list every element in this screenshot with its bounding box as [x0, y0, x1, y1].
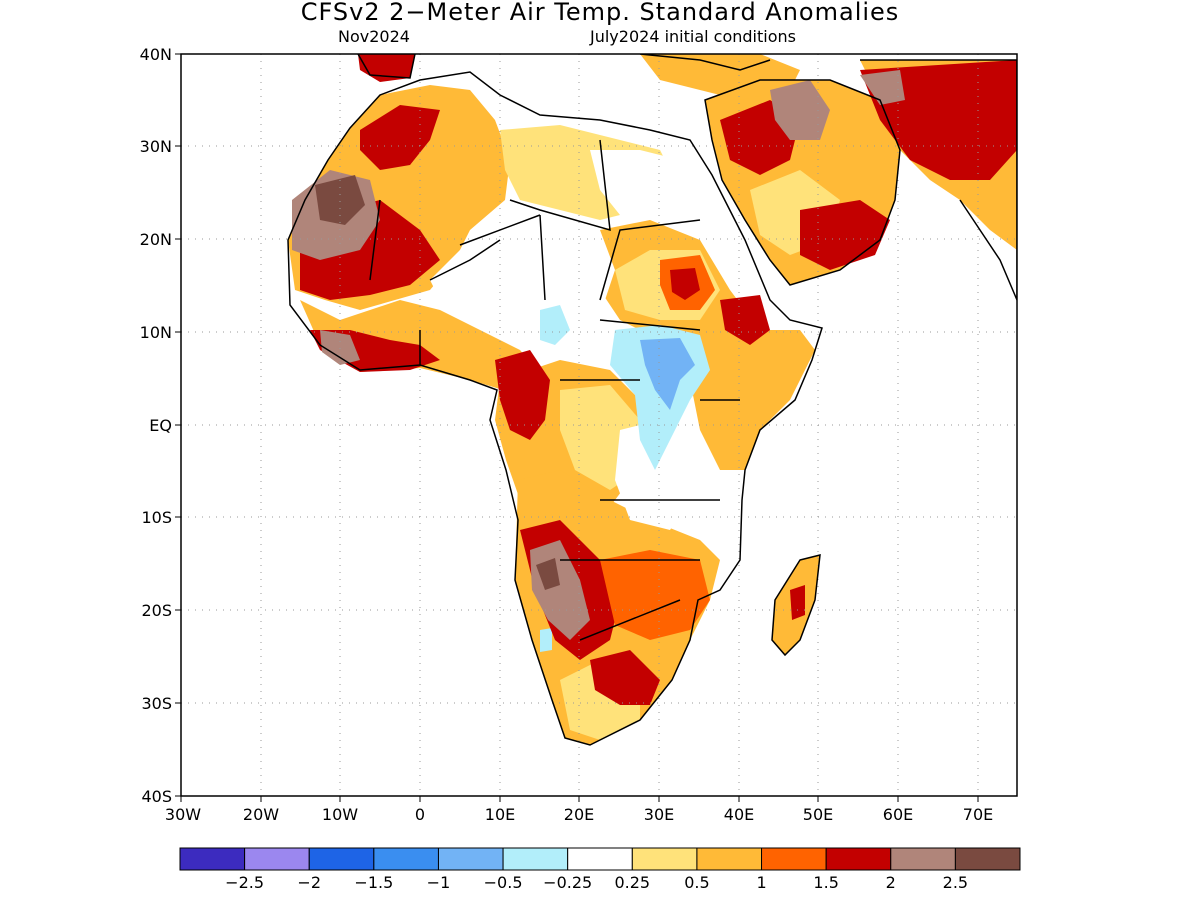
x-tick-label: 10W: [322, 805, 358, 824]
y-tick-label: 30N: [140, 137, 172, 156]
x-tick-label: 70E: [963, 805, 993, 824]
y-tick-label: 10N: [140, 323, 172, 342]
colorbar-swatch: [890, 847, 956, 871]
colorbar-swatch: [437, 847, 504, 871]
colorbar-label: 0.5: [684, 873, 709, 892]
hot-madagascar: [790, 585, 805, 620]
neutral-sahara: [430, 210, 615, 330]
x-tick-label: 20E: [564, 805, 594, 824]
colorbar-label: 1.5: [813, 873, 838, 892]
neutral-eastafrica: [615, 420, 690, 530]
x-tick-label: 30W: [165, 805, 201, 824]
neutral-egypt: [590, 150, 690, 215]
coastlines: [287, 54, 1017, 746]
y-tick-label: EQ: [149, 416, 172, 435]
colorbar-swatch: [696, 847, 763, 871]
colorbar-swatch: [825, 847, 892, 871]
colorbar-swatch: [567, 847, 633, 871]
cool-chad: [540, 305, 570, 345]
colorbar-label: −2.5: [225, 873, 264, 892]
colorbar-label: −0.25: [543, 873, 592, 892]
y-tick-label: 40N: [140, 45, 172, 64]
colorbar: −2.5 −2 −1.5 −1 −0.5 −0.25 0.25 0.5 1 1.5 2 2.5: [179, 847, 1021, 892]
extreme-iran-core: [860, 70, 905, 105]
x-tick-label: 20W: [243, 805, 279, 824]
hot-southafrica: [590, 650, 660, 705]
cool-namibia: [540, 628, 552, 652]
x-tick-label: 30E: [644, 805, 674, 824]
extreme-namibia-core: [536, 558, 560, 590]
forecast-month: Nov2024: [338, 27, 410, 46]
extreme-iraq: [770, 80, 830, 140]
y-tick-label: 20N: [140, 230, 172, 249]
colorbar-swatch: [179, 847, 246, 871]
extreme-mauritania-core: [315, 175, 365, 225]
x-tick-label: 0: [415, 805, 425, 824]
hot-arabia-south: [800, 200, 890, 270]
colorbar-label: −1: [427, 873, 451, 892]
extreme-westafrica-coast: [320, 330, 360, 365]
chart-title: CFSv2 2−Meter Air Temp. Standard Anomali…: [300, 0, 900, 26]
colorbar-label: 1: [756, 873, 766, 892]
y-tick-label: 20S: [141, 601, 172, 620]
hot-morocco-algeria: [360, 105, 440, 170]
colorbar-swatch: [373, 847, 439, 871]
x-tick-label: 10E: [485, 805, 515, 824]
colorbar-swatch: [308, 847, 375, 871]
hot-zambia: [600, 550, 710, 640]
x-tick-label: 60E: [883, 805, 913, 824]
anomaly-field: [288, 54, 1017, 745]
hot-chad-core: [670, 268, 700, 300]
colorbar-label: 2.5: [943, 873, 968, 892]
colorbar-label: 0.25: [614, 873, 650, 892]
colorbar-label: 2: [886, 873, 896, 892]
colorbar-label: −1.5: [354, 873, 393, 892]
initial-conditions-label: July2024 initial conditions: [590, 27, 796, 46]
cool-sudan-core: [640, 338, 695, 410]
x-tick-label: 40E: [724, 805, 754, 824]
x-axis-labels: 30W 20W 10W 0 10E 20E 30E 40E 50E 60E 70…: [165, 805, 993, 824]
colorbar-swatch: [502, 847, 569, 871]
graticule: [181, 54, 1017, 796]
colorbar-swatch: [631, 847, 698, 871]
y-tick-label: 40S: [141, 787, 172, 806]
y-axis-labels: 40N 30N 20N 10N EQ 10S 20S 30S 40S: [140, 45, 172, 806]
tick-marks: [175, 53, 979, 802]
colorbar-swatch: [954, 847, 1021, 871]
hot-nigeria-cameroon: [495, 350, 550, 440]
colorbar-swatch: [244, 847, 310, 871]
colorbar-label: −0.5: [484, 873, 523, 892]
colorbar-swatch: [761, 847, 827, 871]
y-tick-label: 30S: [141, 694, 172, 713]
colorbar-label: −2: [297, 873, 321, 892]
warm-region-mediterranean: [640, 54, 800, 100]
x-tick-label: 50E: [803, 805, 833, 824]
y-tick-label: 10S: [141, 508, 172, 527]
hot-ethiopia: [720, 295, 770, 345]
